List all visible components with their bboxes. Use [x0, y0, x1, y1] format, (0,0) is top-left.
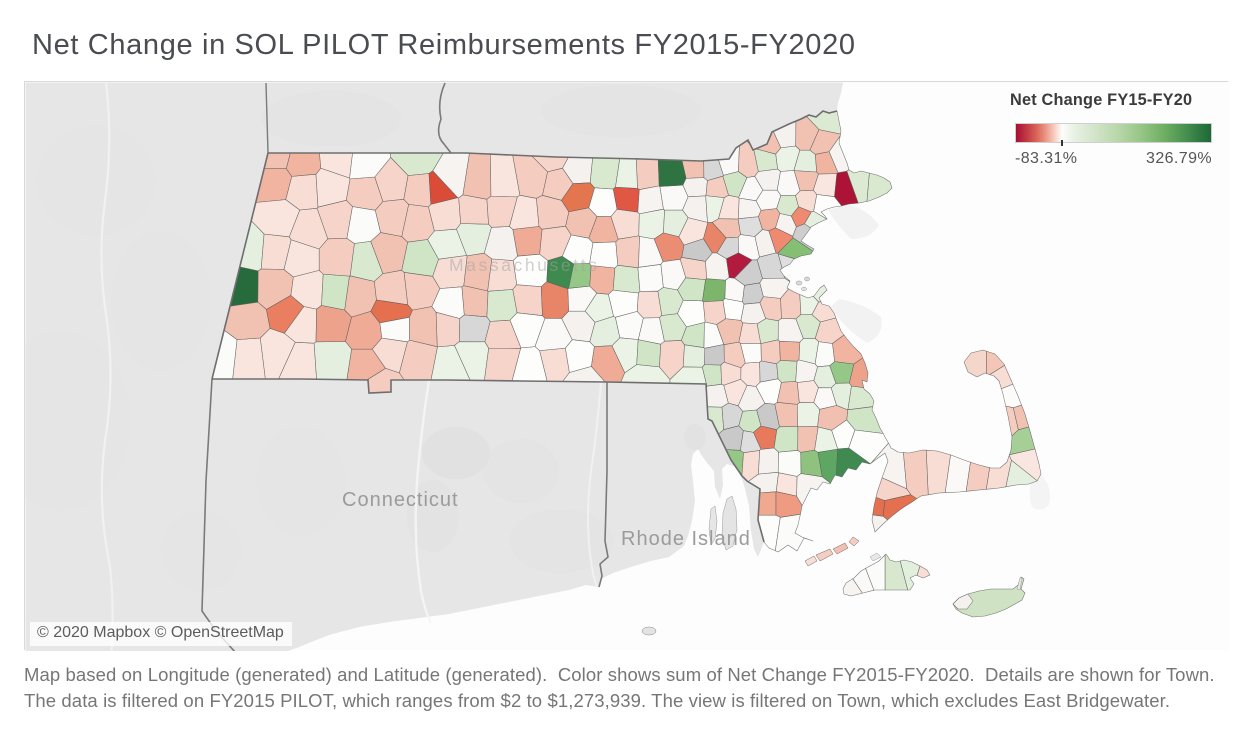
svg-text:Rhode Island: Rhode Island — [621, 528, 751, 550]
svg-text:Connecticut: Connecticut — [342, 489, 459, 511]
svg-text:Massachusetts: Massachusetts — [449, 255, 600, 275]
